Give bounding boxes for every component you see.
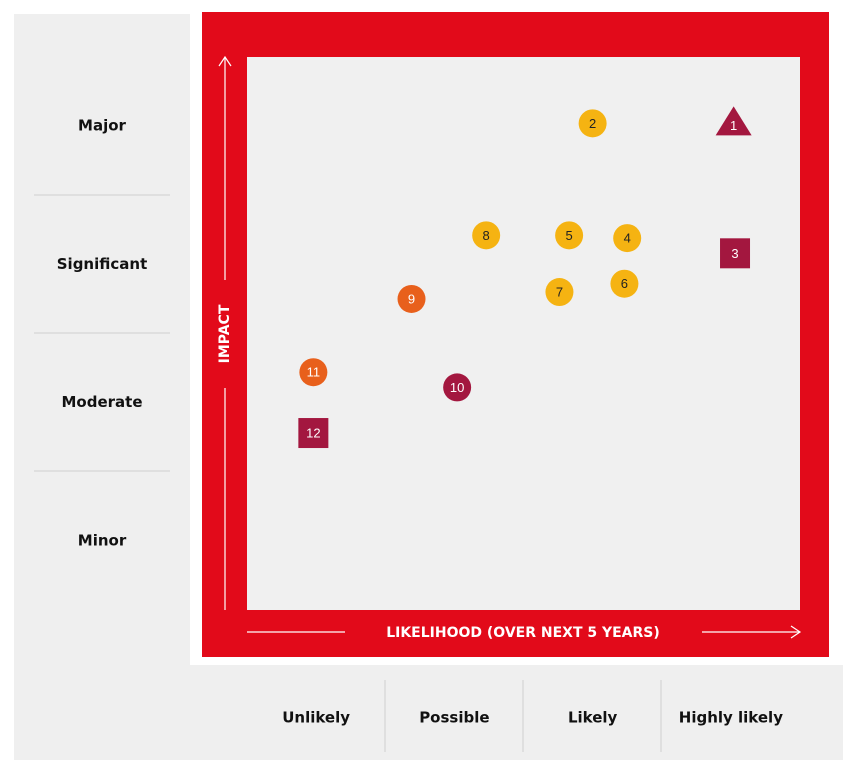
x-category: Unlikely [282, 709, 350, 727]
point-marker [715, 106, 752, 136]
point-label: 6 [621, 276, 628, 291]
point-marker [720, 238, 751, 269]
point-marker [613, 224, 642, 253]
point-label: 5 [566, 228, 573, 243]
point-marker [299, 358, 328, 387]
y-category: Significant [57, 255, 147, 273]
point-label: 2 [589, 116, 596, 131]
point-marker [578, 109, 607, 138]
point-marker [472, 221, 501, 250]
x-category: Likely [568, 709, 618, 727]
point-marker [298, 418, 329, 449]
point-label: 3 [731, 246, 738, 261]
plot-area [247, 57, 800, 610]
x-axis-label: LIKELIHOOD (OVER NEXT 5 YEARS) [386, 625, 660, 641]
axis-arrows [218, 55, 802, 639]
left-panel [14, 14, 190, 665]
point-label: 1 [730, 118, 737, 133]
point-label: 9 [408, 291, 415, 306]
point-marker [397, 284, 426, 313]
point-marker [555, 221, 584, 250]
bottom-panel [14, 665, 843, 760]
point-label: 7 [556, 284, 563, 299]
dividers [34, 194, 662, 752]
point-label: 10 [450, 380, 464, 395]
point-marker [443, 373, 472, 402]
x-category: Highly likely [679, 709, 783, 727]
point-label: 12 [306, 425, 320, 440]
point-label: 11 [307, 365, 321, 380]
y-category: Moderate [61, 393, 142, 411]
point-marker [545, 278, 574, 307]
point-marker [610, 269, 639, 298]
y-category: Minor [78, 531, 127, 549]
y-category: Major [78, 117, 126, 135]
point-label: 4 [624, 231, 631, 246]
point-label: 8 [483, 228, 490, 243]
y-axis-label: IMPACT [217, 304, 233, 363]
x-category: Possible [419, 709, 489, 727]
